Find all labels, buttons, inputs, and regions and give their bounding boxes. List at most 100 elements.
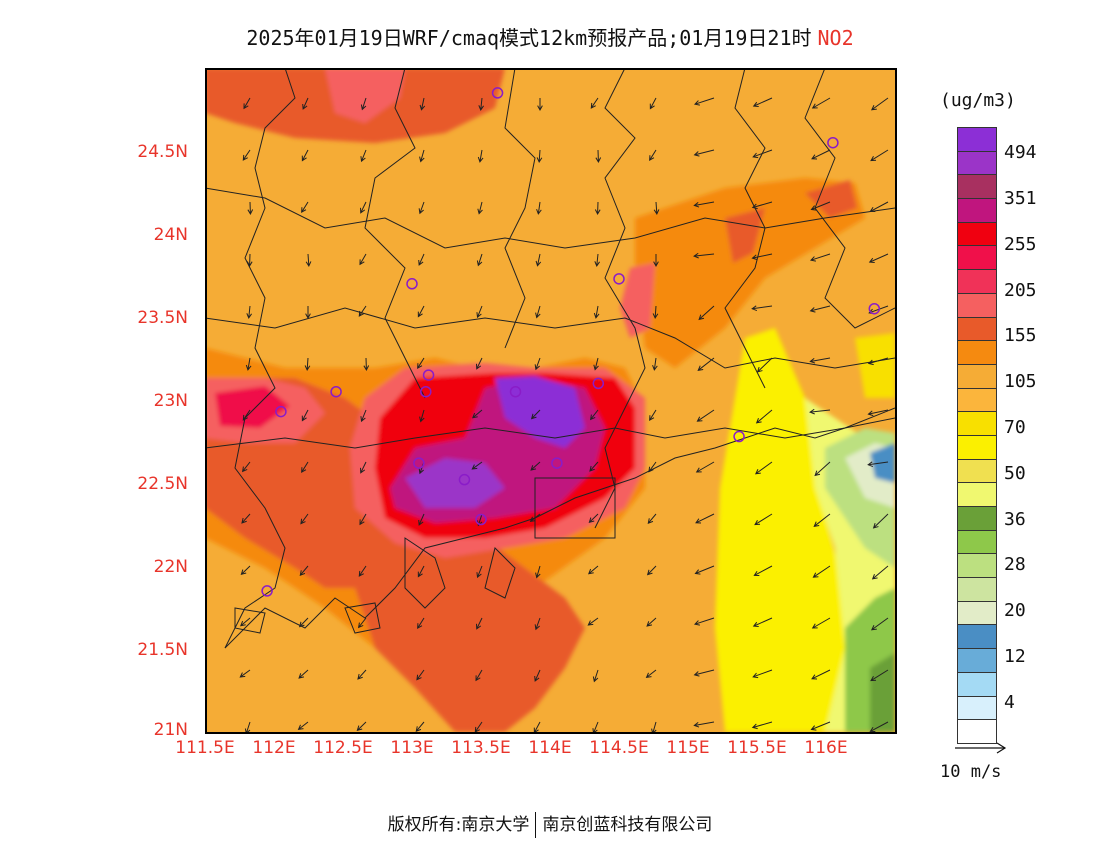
wind-arrow: [415, 721, 425, 732]
wind-arrow: [363, 357, 370, 372]
wind-arrow: [357, 617, 367, 629]
wind-arrow: [534, 669, 541, 682]
wind-arrow: [695, 513, 715, 524]
wind-arrow: [300, 513, 309, 525]
wind-arrow: [870, 669, 889, 682]
legend-label: 20: [1004, 600, 1026, 621]
wind-arrow: [530, 409, 541, 420]
wind-arrow: [530, 461, 541, 471]
station-marker: [406, 278, 418, 290]
lat-label: 22N: [153, 557, 188, 577]
wind-arrow: [809, 253, 831, 262]
legend-swatch: [957, 459, 997, 484]
wind-arrow: [812, 565, 831, 578]
wind-arrow: [477, 201, 483, 215]
wind-arrow: [246, 305, 252, 319]
legend-label: 36: [1004, 509, 1026, 530]
wind-arrow: [476, 565, 483, 579]
lat-label: 23N: [153, 391, 188, 411]
wind-arrow: [359, 253, 367, 266]
wind-arrow: [752, 617, 773, 628]
copyright-footer: 版权所有:南京大学 南京创蓝科技有限公司: [0, 810, 1100, 838]
legend-label: 105: [1004, 371, 1037, 392]
lon-label: 111.5E: [175, 738, 235, 758]
wind-arrow: [693, 721, 715, 728]
wind-arrow: [472, 409, 483, 419]
wind-arrow: [693, 149, 715, 157]
wind-arrow: [810, 721, 831, 731]
ne-orange: [635, 178, 865, 368]
species-label: NO2: [817, 26, 854, 50]
wind-arrow: [752, 149, 773, 159]
wind-arrow: [418, 201, 425, 215]
wind-arrow: [649, 409, 657, 422]
station-marker: [261, 585, 273, 597]
legend-label: 70: [1004, 417, 1026, 438]
wind-arrow: [867, 409, 889, 417]
core-violet: [405, 458, 505, 508]
wind-arrow: [753, 565, 773, 576]
legend-label: 4: [1004, 692, 1015, 713]
wind-arrow: [298, 617, 309, 628]
wind-arrow: [417, 617, 425, 630]
wind-arrow: [694, 565, 715, 575]
wind-arrow: [360, 149, 367, 163]
lon-label: 112E: [252, 738, 296, 758]
wind-arrow: [814, 461, 831, 477]
wind-arrow: [299, 565, 309, 576]
wind-arrow: [751, 253, 773, 261]
wind-arrow: [593, 305, 600, 319]
copyright-left: 版权所有:南京大学: [387, 815, 530, 835]
wind-arrow: [476, 617, 483, 630]
wind-arrow: [416, 669, 425, 681]
station-marker: [868, 302, 881, 315]
wind-arrow: [811, 617, 831, 629]
wind-arrow: [811, 149, 831, 160]
core-purple: [495, 376, 585, 448]
legend-unit: (ug/m3): [940, 90, 1016, 111]
wind-arrow: [645, 669, 657, 679]
wind-arrow: [593, 357, 599, 371]
wind-arrow: [594, 253, 600, 267]
wind-arrow: [246, 253, 253, 268]
wind-arrow: [588, 565, 599, 575]
wind-arrow: [301, 409, 309, 422]
legend-swatch: [957, 199, 997, 223]
wind-arrow: [870, 617, 889, 631]
se-green-dark: [870, 653, 895, 732]
reference-vector-arrow: [955, 742, 1007, 754]
wind-arrow: [693, 617, 715, 626]
wind-arrow: [751, 305, 773, 312]
wind-arrow: [301, 461, 309, 474]
wind-arrow: [693, 252, 715, 259]
wind-arrow: [693, 97, 715, 106]
wind-arrow: [809, 357, 831, 364]
wind-arrow: [869, 201, 889, 212]
wind-arrow: [471, 461, 483, 470]
legend-swatch: [957, 649, 997, 673]
wind-arrow: [534, 617, 541, 631]
station-marker: [827, 136, 839, 149]
wind-arrow: [653, 254, 659, 268]
wind-arrow: [244, 721, 251, 732]
wind-arrow: [751, 201, 773, 210]
wind-arrow: [536, 149, 543, 164]
wind-arrow: [535, 253, 542, 267]
station-marker: [551, 457, 563, 469]
wind-arrow: [417, 565, 425, 578]
lat-label: 21.5N: [137, 640, 188, 660]
wind-arrow: [752, 669, 773, 679]
wind-arrow: [476, 253, 483, 267]
wind-arrow: [243, 97, 251, 110]
wind-arrow: [696, 409, 715, 422]
legend-label: 28: [1004, 554, 1026, 575]
wind-arrow: [475, 669, 483, 682]
wind-arrow: [240, 565, 251, 576]
lat-label: 24N: [153, 225, 188, 245]
forecast-map[interactable]: [205, 68, 895, 732]
station-marker: [458, 473, 471, 486]
wind-arrow: [870, 97, 889, 111]
legend-swatch: [957, 625, 997, 650]
wind-arrow: [589, 461, 599, 472]
station-marker: [420, 385, 432, 398]
